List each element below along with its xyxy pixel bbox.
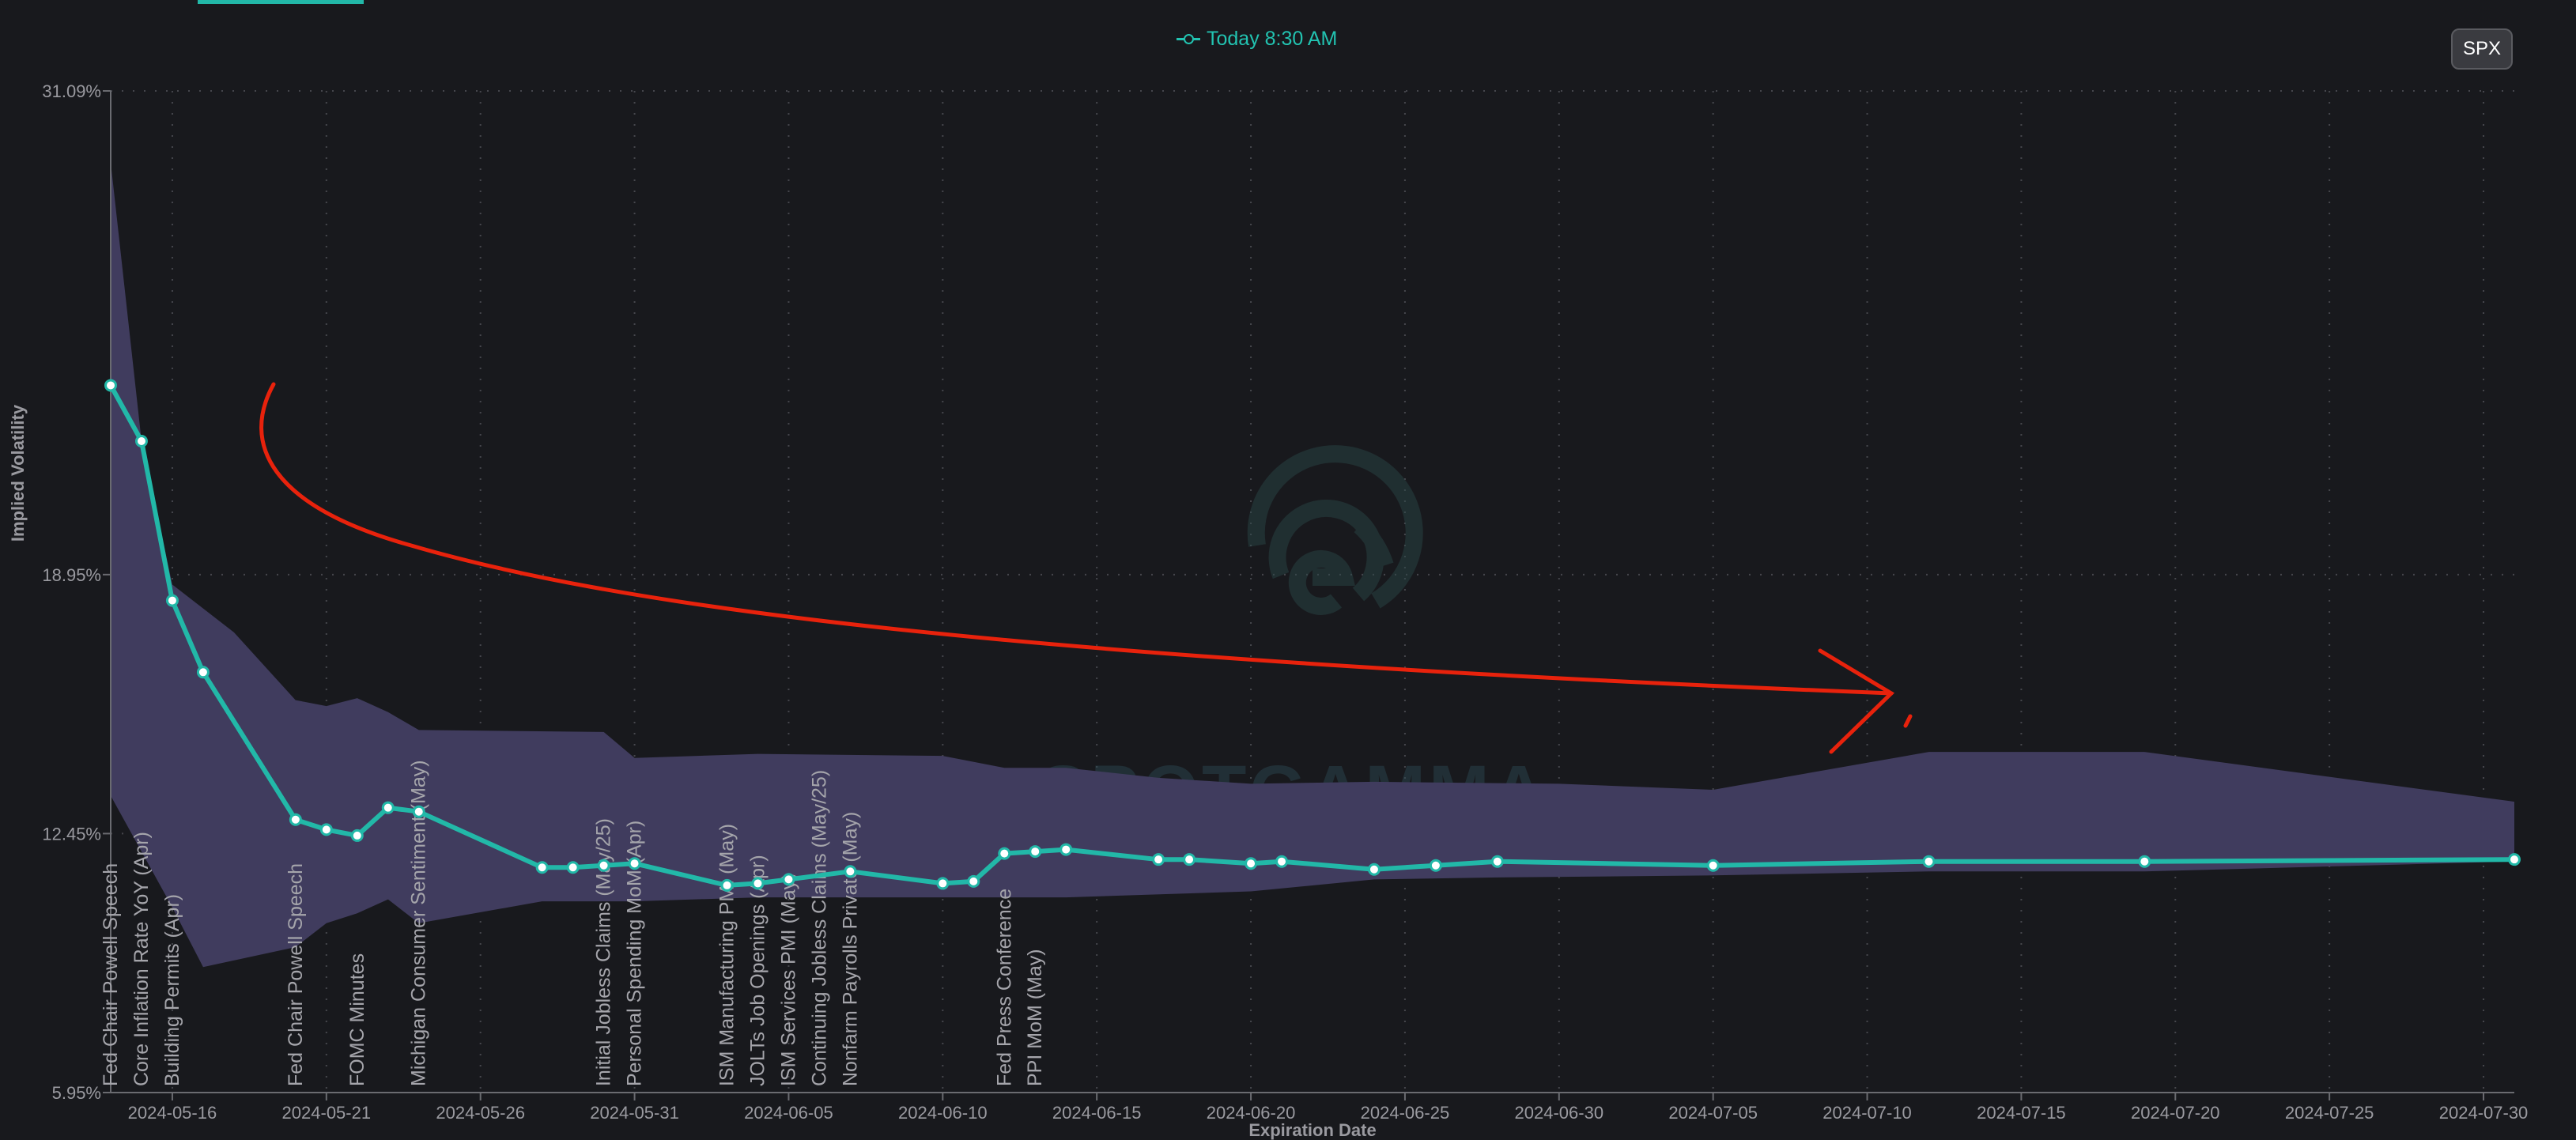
axes: 31.09% 18.95% 12.45% 5.95% 2024-05-16 2024-05… [8, 81, 2528, 1140]
event-label: Building Permits (Apr) [161, 894, 183, 1086]
series-points [104, 379, 2521, 892]
x-tick-label: 2024-07-30 [2439, 1103, 2529, 1123]
data-point [1183, 853, 1196, 866]
y-tick-label: 5.95% [52, 1083, 101, 1103]
data-point [165, 594, 179, 607]
data-point [1245, 857, 1258, 870]
data-point [1059, 843, 1073, 856]
data-point [844, 865, 857, 878]
x-tick-label: 2024-07-25 [2285, 1103, 2374, 1123]
x-tick-label: 2024-07-20 [2131, 1103, 2220, 1123]
data-point [350, 829, 364, 842]
data-point [1922, 855, 1936, 868]
x-tick-label: 2024-05-16 [128, 1103, 217, 1123]
y-tick-label: 18.95% [42, 565, 101, 585]
symbol-button[interactable]: SPX [2451, 28, 2513, 70]
data-point [1152, 853, 1165, 866]
line-marker-icon [1177, 31, 1200, 47]
arrow-tick [1903, 714, 1913, 728]
hand-drawn-arrow-annotation [259, 382, 1913, 754]
data-point [1367, 863, 1381, 876]
x-tick-label: 2024-07-10 [1822, 1103, 1912, 1123]
event-label: FOMC Minutes [346, 953, 368, 1086]
data-point [381, 801, 395, 814]
arrow-head [1818, 648, 1895, 754]
x-axis-title: Expiration Date [1248, 1120, 1376, 1140]
data-point [936, 877, 950, 890]
data-point [1275, 855, 1289, 868]
iv-range-band [111, 162, 2514, 968]
event-label: ISM Services PMI (May) [777, 874, 799, 1086]
event-label: Fed Chair Powell Speech [100, 863, 122, 1086]
data-point [412, 805, 425, 818]
x-tick-label: 2024-05-31 [590, 1103, 679, 1123]
spotgamma-logo-icon [1247, 445, 1423, 615]
x-tick-label: 2024-06-15 [1052, 1103, 1142, 1123]
data-point [967, 874, 980, 888]
active-tab-indicator [198, 0, 364, 4]
event-label: Core Inflation Rate YoY (Apr) [130, 832, 153, 1086]
event-labels: Fed Chair Powell Speech Core Inflation Ra… [100, 760, 1046, 1086]
y-tick-label: 12.45% [42, 824, 101, 844]
data-point [720, 878, 734, 892]
event-label: Fed Chair Powell Speech [285, 863, 307, 1086]
x-tick-label: 2024-05-21 [282, 1103, 372, 1123]
x-tick-label: 2024-05-26 [436, 1103, 525, 1123]
data-point [566, 861, 580, 874]
data-point [1490, 855, 1504, 868]
data-point [628, 857, 641, 870]
x-tick-label: 2024-06-25 [1361, 1103, 1450, 1123]
data-point [1429, 859, 1442, 872]
arrow-curve [259, 382, 1894, 696]
x-tick-label: 2024-06-30 [1515, 1103, 1604, 1123]
data-point [134, 434, 148, 447]
x-tick-label: 2024-07-15 [1977, 1103, 2066, 1123]
data-point [535, 861, 549, 874]
event-label: Nonfarm Payrolls Private (May) [839, 812, 861, 1086]
legend-label: Today 8:30 AM [1207, 27, 1338, 50]
chart-legend[interactable]: Today 8:30 AM [1177, 27, 1337, 51]
data-point [751, 877, 765, 890]
data-point [2508, 853, 2521, 866]
y-tick-label: 31.09% [42, 81, 101, 101]
y-axis-title: Implied Volatility [8, 404, 28, 542]
x-tick-label: 2024-06-10 [898, 1103, 988, 1123]
data-point [998, 847, 1011, 860]
event-label: Continuing Jobless Claims (May/25) [808, 770, 830, 1086]
data-point [2138, 855, 2151, 868]
data-point [289, 813, 302, 826]
x-tick-label: 2024-06-05 [744, 1103, 833, 1123]
event-label: Initial Jobless Claims (May/25) [593, 818, 615, 1086]
data-point [1706, 859, 1720, 872]
data-point [104, 379, 117, 392]
event-label: ISM Manufacturing PMI (May) [716, 824, 738, 1086]
x-tick-label: 2024-07-05 [1668, 1103, 1758, 1123]
event-label: JOLTs Job Openings (Apr) [746, 855, 769, 1086]
data-point [1029, 845, 1042, 859]
data-point [319, 823, 333, 836]
event-label: PPI MoM (May) [1024, 949, 1046, 1086]
data-point [597, 859, 610, 872]
data-point [196, 666, 210, 679]
x-tick-label: 2024-06-20 [1207, 1103, 1296, 1123]
grid-lines [111, 90, 2514, 1093]
data-point [782, 873, 795, 886]
event-label: Fed Press Conference [993, 889, 1015, 1086]
